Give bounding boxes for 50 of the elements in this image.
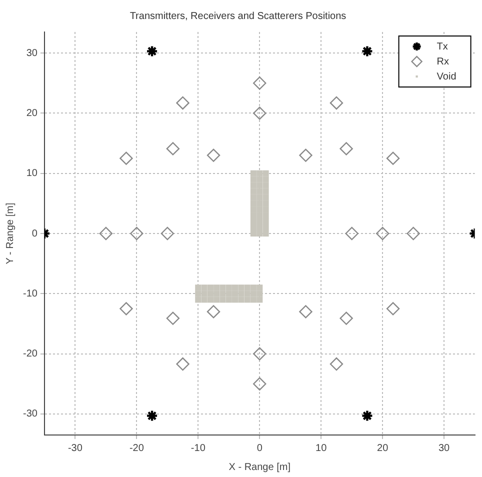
point xyxy=(376,226,390,240)
legend-label: Rx xyxy=(436,56,450,68)
y-tick-label: 20 xyxy=(26,108,38,119)
point xyxy=(253,347,266,360)
x-tick-label: -30 xyxy=(68,442,83,454)
point xyxy=(253,76,266,90)
point xyxy=(99,226,113,240)
point xyxy=(361,45,374,58)
point xyxy=(160,226,174,240)
point xyxy=(345,226,358,240)
x-axis-title: X - Range [m] xyxy=(228,462,291,473)
point xyxy=(206,305,220,318)
point xyxy=(299,148,312,162)
x-tick-label: 10 xyxy=(316,442,328,454)
y-tick-label: -30 xyxy=(23,408,38,420)
point xyxy=(340,312,353,325)
y-tick-label: 0 xyxy=(32,228,38,240)
x-tick-label: -10 xyxy=(190,442,206,454)
x-tick-label: 20 xyxy=(377,442,389,454)
point xyxy=(120,302,133,316)
point xyxy=(120,152,133,165)
point xyxy=(299,305,312,318)
point xyxy=(130,226,144,240)
point xyxy=(340,142,353,156)
point xyxy=(330,357,344,371)
chart-title: Transmitters, Receivers and Scatterers Positions xyxy=(130,10,346,22)
x-tick-label: -20 xyxy=(129,442,144,454)
point xyxy=(206,148,220,162)
y-tick-label: -20 xyxy=(23,348,38,360)
legend-label: Tx xyxy=(436,41,448,52)
point xyxy=(253,377,266,390)
x-tick-label: 30 xyxy=(438,442,450,454)
point xyxy=(146,45,158,58)
x-tick-label: 0 xyxy=(256,442,263,454)
y-tick-label: 10 xyxy=(26,168,38,180)
y-tick-label: -10 xyxy=(23,288,38,300)
legend-label: Void xyxy=(436,71,456,82)
point xyxy=(361,410,374,422)
point xyxy=(166,142,180,156)
point xyxy=(330,96,344,110)
point xyxy=(253,106,266,120)
y-tick-label: 30 xyxy=(26,48,38,59)
point xyxy=(176,357,190,371)
point xyxy=(166,312,180,325)
point xyxy=(386,302,400,316)
point xyxy=(386,152,400,165)
y-axis-title: Y - Range [m] xyxy=(4,202,16,264)
point xyxy=(176,96,190,110)
point xyxy=(406,226,420,240)
point xyxy=(146,410,158,422)
